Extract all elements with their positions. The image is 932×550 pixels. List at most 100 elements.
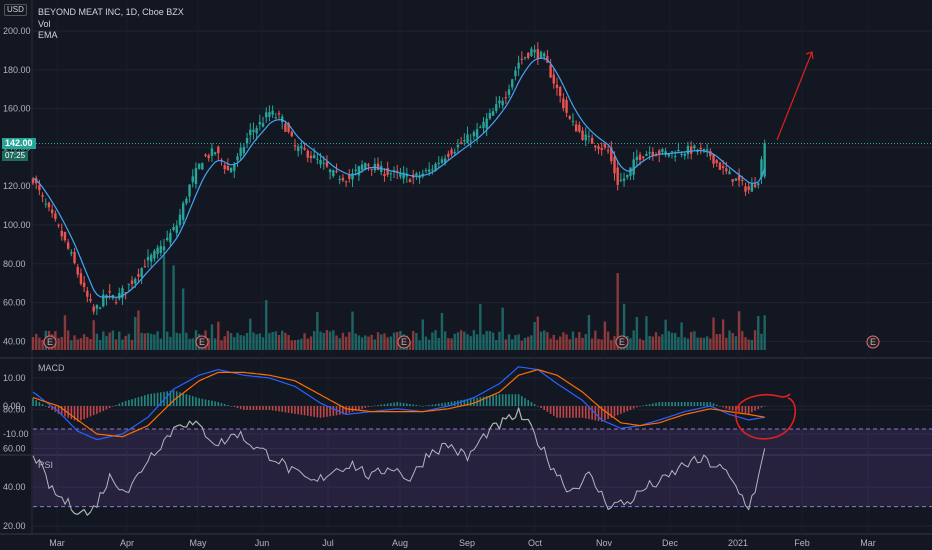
candle-body <box>47 202 51 208</box>
volume-bar <box>622 303 626 350</box>
candle-body <box>616 167 619 185</box>
candle-body <box>699 147 702 149</box>
ema-legend[interactable]: EMA <box>38 30 58 40</box>
macd-hist-bar <box>674 402 676 406</box>
volume-bar <box>709 338 712 350</box>
candle-body <box>434 163 437 171</box>
candle-body <box>651 151 655 157</box>
candle-body <box>424 170 428 172</box>
candle-body <box>712 154 715 164</box>
currency-badge[interactable]: USD <box>4 4 27 16</box>
candle-body <box>527 52 530 58</box>
candle-body <box>581 130 584 140</box>
candle-body <box>271 110 274 115</box>
volume-bar <box>558 336 562 350</box>
earnings-marker: E <box>397 335 411 349</box>
candle-body <box>44 203 47 205</box>
macd-hist-bar <box>559 406 561 418</box>
drawn-annotations[interactable] <box>735 51 814 440</box>
candle-body <box>249 129 252 135</box>
macd-hist-bar <box>99 406 101 413</box>
volume-bar <box>447 338 450 350</box>
macd-hist-bar <box>380 404 383 406</box>
candle-body <box>543 53 546 57</box>
candle-body <box>629 167 632 176</box>
volume-bar <box>670 332 674 350</box>
macd-pane-title: MACD <box>38 363 65 373</box>
candle-body <box>584 134 587 141</box>
macd-hist-bar <box>434 404 437 406</box>
candle-body <box>335 170 338 172</box>
candle-body <box>54 213 57 220</box>
candle-body <box>309 155 313 159</box>
candle-body <box>153 250 156 259</box>
earnings-marker-circle <box>43 335 57 349</box>
macd-hist-bar <box>147 394 149 406</box>
volume-bar <box>734 336 738 350</box>
candle-body <box>245 138 249 144</box>
volume-bar <box>146 332 150 350</box>
volume-bar <box>578 332 581 350</box>
volume-bar <box>479 303 482 350</box>
candle-body <box>312 155 316 159</box>
volume-bar <box>290 340 293 350</box>
volume-bar <box>162 257 166 350</box>
volume-bar <box>514 335 517 350</box>
volume-bar <box>562 332 565 350</box>
candle-body <box>715 160 718 164</box>
candle-body <box>606 150 610 152</box>
volume-bar <box>127 333 131 350</box>
macd-hist-bar <box>211 400 213 406</box>
volume-bar <box>226 331 230 350</box>
candle-body <box>70 252 73 254</box>
candle-body <box>124 292 127 294</box>
macd-hist-bar <box>415 405 418 406</box>
volume-bar <box>153 334 156 350</box>
macd-hist-bar <box>374 405 376 407</box>
macd-hist-bar <box>511 394 514 406</box>
volume-bar <box>239 335 242 350</box>
volume-bar <box>440 312 444 350</box>
macd-hist-bar <box>390 403 392 406</box>
volume-bar <box>325 330 329 350</box>
candle-body <box>389 173 393 175</box>
macd-hist-bar <box>377 405 379 406</box>
candle-body <box>408 179 412 183</box>
volume-bar <box>642 340 645 350</box>
volume-bar <box>34 333 38 350</box>
candle-body <box>213 152 217 155</box>
candle-body <box>41 195 44 197</box>
candle-body <box>638 154 642 160</box>
volume-bar <box>322 332 325 350</box>
volume-bar <box>134 317 137 350</box>
volume-bar <box>95 333 99 350</box>
macd-hist-bar <box>687 402 689 406</box>
candle-body <box>146 256 150 261</box>
symbol-title[interactable]: BEYOND MEAT INC, 1D, Cboe BZX <box>38 7 184 17</box>
volume-bar <box>667 331 671 350</box>
candle-body <box>150 255 153 262</box>
volume-bar <box>249 318 252 350</box>
macd-hist-bar <box>517 394 520 406</box>
macd-hist-bar <box>492 395 494 406</box>
candle-body <box>376 163 380 171</box>
macd-hist-bar <box>431 404 434 406</box>
volume-bar <box>437 337 440 350</box>
volume-bar <box>220 340 223 350</box>
macd-hist-bar <box>418 405 421 407</box>
volume-bar <box>338 338 341 350</box>
macd-hist-bar <box>763 406 766 407</box>
macd-hist-bar <box>626 406 629 412</box>
vol-legend[interactable]: Vol <box>38 19 51 29</box>
candle-body <box>229 167 233 173</box>
macd-hist-bar <box>214 401 216 406</box>
candle-body <box>453 151 456 154</box>
volume-bar <box>252 332 255 350</box>
volume-bar <box>632 330 635 350</box>
candle-body <box>667 153 671 157</box>
macd-hist-bar <box>322 406 325 418</box>
volume-bar <box>760 333 763 350</box>
volume-bar <box>606 331 610 350</box>
volume-bar <box>370 334 373 350</box>
